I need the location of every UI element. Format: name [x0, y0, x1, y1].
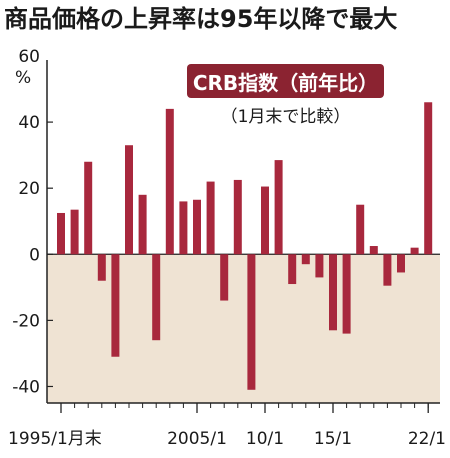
bar-2013: [301, 254, 310, 265]
negative-region: [47, 254, 440, 403]
bar-1997: [84, 161, 93, 255]
y-tick-label: 0: [29, 245, 40, 265]
bar-2002: [152, 254, 161, 341]
y-tick-label: 40: [18, 113, 40, 133]
bar-2015: [329, 254, 337, 331]
x-tick-label: 15/1: [314, 429, 352, 449]
x-tick-label: 10/1: [246, 429, 284, 449]
bar-2016: [342, 254, 351, 334]
bar-2022: [424, 102, 433, 255]
y-tick-label: -40: [12, 377, 40, 397]
bar-2011: [274, 160, 283, 255]
bar-2004: [179, 201, 188, 255]
bar-2010: [261, 186, 269, 255]
bar-2001: [138, 194, 147, 255]
bar-2018: [369, 246, 378, 255]
bar-2008: [233, 179, 242, 255]
bar-2003: [165, 108, 174, 255]
chart-headline: 商品価格の上昇率は95年以降で最大: [4, 5, 398, 33]
bar-2021: [410, 247, 419, 255]
legend-series-badge: CRB指数（前年比）: [187, 64, 384, 98]
bar-1995: [57, 212, 65, 255]
x-tick-label: 2005/1: [167, 429, 227, 449]
bar-2019: [383, 254, 392, 286]
y-tick-label: 60: [18, 47, 40, 67]
bar-2009: [247, 254, 256, 390]
x-tick-label: 1995/1月末: [8, 429, 102, 449]
y-unit-label: %: [15, 68, 31, 88]
bar-2012: [288, 254, 297, 285]
bar-2000: [125, 145, 133, 255]
bar-2005: [193, 199, 201, 255]
bar-2006: [206, 181, 215, 255]
y-tick-label: 20: [18, 179, 40, 199]
x-tick-label: 22/1: [408, 429, 446, 449]
bar-2007: [220, 254, 229, 301]
bar-1999: [111, 254, 120, 357]
bar-2017: [356, 204, 365, 255]
bar-1996: [70, 209, 79, 255]
bar-1998: [97, 254, 106, 281]
bar-2020: [397, 254, 405, 273]
legend-note: （1月末で比較）: [220, 107, 351, 127]
bar-2014: [315, 254, 324, 278]
y-tick-label: -20: [12, 311, 40, 331]
